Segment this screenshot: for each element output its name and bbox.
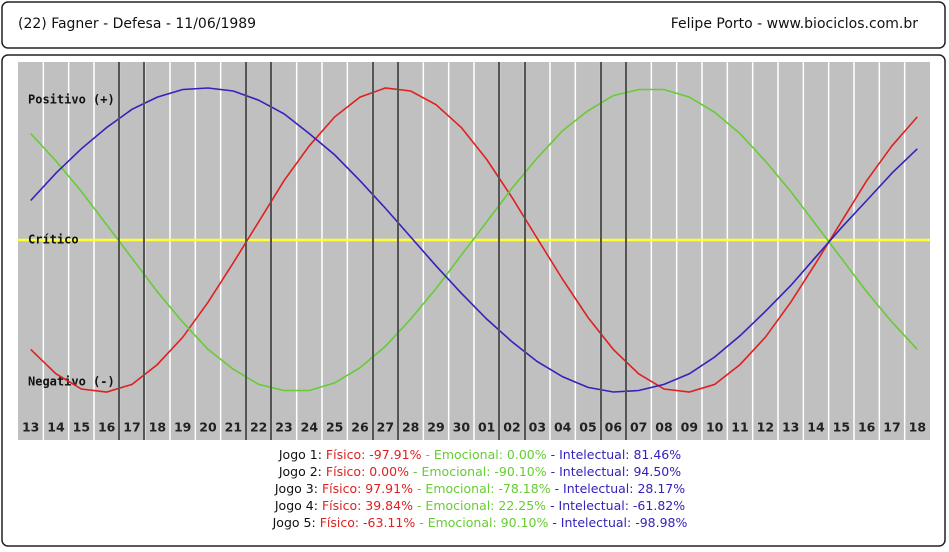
game-emocional: - Emocional: 0.00%: [425, 447, 546, 462]
series-line: [30, 87, 918, 393]
x-tick-label: 13: [22, 420, 39, 435]
x-tick-label: 23: [275, 420, 292, 435]
x-tick-label: 20: [199, 420, 217, 435]
game-label: Jogo 1:: [278, 447, 322, 462]
y-tick-label: Negativo (-): [28, 375, 115, 389]
x-tick-label: 25: [326, 420, 343, 435]
x-tick-label: 14: [807, 420, 825, 435]
games: Jogo 1: Físico: -97.91% - Emocional: 0.00%…: [272, 447, 688, 530]
x-tick-label: 03: [529, 420, 546, 435]
x-tick-label: 12: [757, 420, 774, 435]
game-line: Jogo 4: Físico: 39.84% - Emocional: 22.25%…: [274, 498, 685, 513]
game-line: Jogo 1: Físico: -97.91% - Emocional: 0.00%…: [278, 447, 681, 462]
game-label: Jogo 5:: [272, 515, 316, 530]
x-tick-label: 09: [681, 420, 698, 435]
x-tick-label: 04: [554, 420, 572, 435]
header-box: [1, 1, 946, 49]
x-tick-label: 16: [858, 420, 876, 435]
game-line: Jogo 2: Físico: 0.00% - Emocional: -90.10%…: [278, 464, 681, 479]
header-left: (22) Fagner - Defesa - 11/06/1989: [18, 16, 256, 32]
x-tick-label: 21: [225, 420, 242, 435]
x-tick-label: 18: [909, 420, 926, 435]
game-fisico: Físico: 39.84%: [322, 498, 413, 513]
header-right: Felipe Porto - www.biociclos.com.br: [671, 16, 918, 32]
x-tick-label: 28: [402, 420, 419, 435]
x-tick-label: 08: [655, 420, 672, 435]
x-tick-label: 06: [605, 420, 623, 435]
x-tick-label: 29: [427, 420, 444, 435]
game-intelectual: - Intelectual: 94.50%: [551, 464, 682, 479]
game-line: Jogo 5: Físico: -63.11% - Emocional: 90.10…: [272, 515, 688, 530]
x-tick-label: 30: [453, 420, 471, 435]
game-intelectual: - Intelectual: 28.17%: [555, 481, 686, 496]
x-tick-label: 07: [630, 420, 647, 435]
x-tick-label: 17: [123, 420, 140, 435]
x-tick-label: 15: [73, 420, 90, 435]
game-emocional: - Emocional: 22.25%: [417, 498, 546, 513]
game-emocional: - Emocional: -78.18%: [417, 481, 551, 496]
series-line: [30, 87, 918, 393]
game-label: Jogo 4:: [274, 498, 318, 513]
game-lines: [118, 62, 627, 440]
plot: 13 14 15 16 17 18 19 20 21 22 23 24 25 26 27 28 29 30 01 02…: [18, 87, 930, 435]
game-intelectual: - Intelectual: -98.98%: [552, 515, 687, 530]
game-line: Jogo 3: Físico: 97.91% - Emocional: -78.18…: [274, 481, 685, 496]
y-tick-label: Positivo (+): [28, 93, 115, 107]
x-tick-label: 17: [883, 420, 900, 435]
x-tick-label: 19: [174, 420, 191, 435]
game-fisico: Físico: -97.91%: [326, 447, 422, 462]
x-tick-label: 15: [833, 420, 850, 435]
series-line: [30, 88, 918, 392]
x-tick-label: 10: [706, 420, 724, 435]
x-tick-label: 02: [503, 420, 520, 435]
x-tick-label: 27: [377, 420, 394, 435]
x-tick-label: 13: [782, 420, 799, 435]
x-tick-label: 22: [250, 420, 267, 435]
game-label: Jogo 3:: [274, 481, 318, 496]
game-intelectual: - Intelectual: -61.82%: [550, 498, 685, 513]
x-tick-label: 01: [478, 420, 495, 435]
game-fisico: Físico: -63.11%: [320, 515, 416, 530]
y-tick-label: Crítico: [28, 233, 79, 247]
game-intelectual: - Intelectual: 81.46%: [551, 447, 682, 462]
x-tick-label: 14: [47, 420, 65, 435]
x-tick-label: 05: [579, 420, 596, 435]
game-label: Jogo 2:: [278, 464, 322, 479]
game-fisico: Físico: 0.00%: [326, 464, 409, 479]
x-tick-label: 26: [351, 420, 369, 435]
x-tick-label: 24: [301, 420, 319, 435]
x-tick-label: 18: [149, 420, 166, 435]
x-tick-label: 16: [98, 420, 116, 435]
game-fisico: Físico: 97.91%: [322, 481, 413, 496]
x-tick-label: 11: [731, 420, 748, 435]
game-emocional: - Emocional: 90.10%: [419, 515, 548, 530]
game-emocional: - Emocional: -90.10%: [413, 464, 547, 479]
